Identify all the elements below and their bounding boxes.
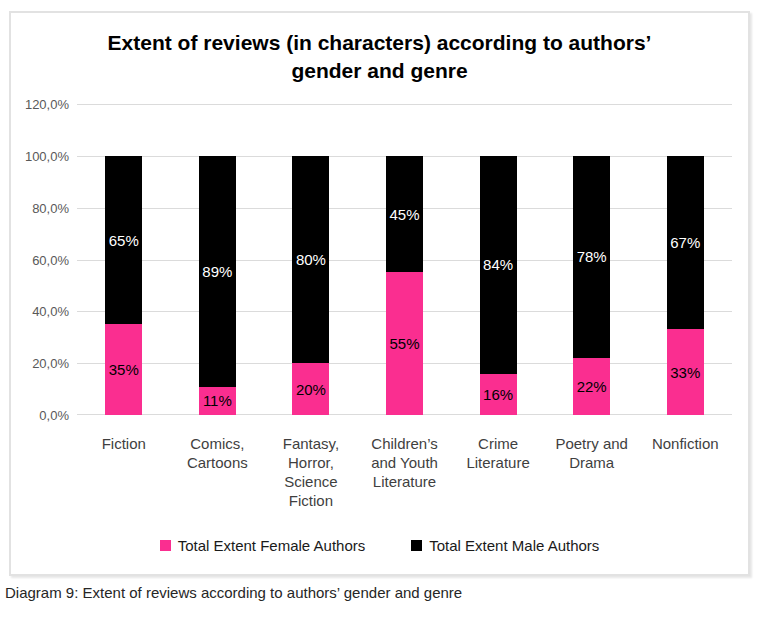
stacked-bar: 45% 55% — [386, 104, 423, 415]
data-label: 33% — [670, 365, 700, 380]
y-tick-label: 80,0% — [32, 200, 69, 215]
bar-column: 65% 35% — [77, 104, 171, 415]
y-tick-label: 100,0% — [25, 148, 69, 163]
bar-segment-male-authors: 89% — [199, 156, 236, 387]
legend-swatch-male-icon — [411, 540, 422, 551]
data-label: 84% — [483, 257, 513, 272]
bar-column: 89% 11% — [171, 104, 265, 415]
bar-column: 80% 20% — [264, 104, 358, 415]
data-label: 65% — [109, 233, 139, 248]
bar-segment-female-authors: 22% — [573, 358, 610, 415]
legend-label: Total Extent Male Authors — [429, 537, 599, 554]
stacked-bar: 80% 20% — [292, 104, 329, 415]
bar-segment-male-authors: 65% — [105, 156, 142, 324]
data-label: 11% — [203, 393, 232, 408]
data-label: 55% — [390, 336, 420, 351]
bar-segment-male-authors: 67% — [667, 156, 704, 330]
stacked-bar: 67% 33% — [667, 104, 704, 415]
legend-item: Total Extent Male Authors — [411, 537, 599, 554]
y-axis: 120,0%100,0%80,0%60,0%40,0%20,0%0,0% — [11, 104, 69, 415]
stacked-bar: 84% 16% — [480, 104, 517, 415]
bar-segment-male-authors: 78% — [573, 156, 610, 358]
bar-segment-male-authors: 45% — [386, 156, 423, 273]
legend-item: Total Extent Female Authors — [160, 537, 366, 554]
bar-column: 45% 55% — [358, 104, 452, 415]
stacked-bar: 65% 35% — [105, 104, 142, 415]
category-label: Children’s and Youth Literature — [358, 434, 452, 510]
plot-area: 65% 35% 89% 11% 80% 20% 45% 55% 84% 16% 78% 22% 67% 3… — [77, 104, 732, 415]
bar-segment-female-authors: 11% — [199, 387, 236, 416]
data-label: 80% — [296, 252, 326, 267]
data-label: 78% — [577, 249, 607, 264]
bars-row: 65% 35% 89% 11% 80% 20% 45% 55% 84% 16% 78% 22% 67% 3… — [77, 104, 732, 415]
chart-frame: Extent of reviews (in characters) accord… — [9, 11, 750, 576]
category-label: Nonfiction — [638, 434, 732, 510]
bar-segment-female-authors: 35% — [105, 324, 142, 415]
bar-column: 67% 33% — [638, 104, 732, 415]
legend-swatch-female-icon — [160, 540, 171, 551]
y-tick-label: 20,0% — [32, 356, 69, 371]
data-label: 67% — [670, 235, 700, 250]
x-axis-labels: FictionComics, CartoonsFantasy, Horror, … — [77, 427, 732, 510]
legend-label: Total Extent Female Authors — [178, 537, 366, 554]
bar-segment-female-authors: 16% — [480, 374, 517, 415]
bar-column: 84% 16% — [451, 104, 545, 415]
bar-segment-female-authors: 33% — [667, 329, 704, 415]
data-label: 89% — [202, 264, 232, 279]
data-label: 45% — [390, 207, 420, 222]
y-tick-label: 0,0% — [39, 408, 69, 423]
data-label: 16% — [483, 387, 513, 402]
bar-segment-male-authors: 80% — [292, 156, 329, 363]
chart-title: Extent of reviews (in characters) accord… — [80, 29, 680, 85]
data-label: 22% — [577, 379, 607, 394]
y-tick-label: 40,0% — [32, 304, 69, 319]
chart-caption: Diagram 9: Extent of reviews according t… — [5, 584, 462, 601]
stacked-bar: 78% 22% — [573, 104, 610, 415]
category-label: Comics, Cartoons — [171, 434, 265, 510]
y-tick-label: 60,0% — [32, 252, 69, 267]
category-label: Poetry and Drama — [545, 434, 639, 510]
category-label: Fantasy, Horror, Science Fiction — [264, 434, 358, 510]
stacked-bar: 89% 11% — [199, 104, 236, 415]
data-label: 35% — [109, 362, 139, 377]
bar-segment-male-authors: 84% — [480, 156, 517, 374]
y-tick-label: 120,0% — [25, 97, 69, 112]
data-label: 20% — [296, 382, 326, 397]
legend: Total Extent Female Authors Total Extent … — [11, 537, 748, 554]
bar-segment-female-authors: 55% — [386, 272, 423, 415]
category-label: Fiction — [77, 434, 171, 510]
bar-column: 78% 22% — [545, 104, 639, 415]
category-label: Crime Literature — [451, 434, 545, 510]
bar-segment-female-authors: 20% — [292, 363, 329, 415]
